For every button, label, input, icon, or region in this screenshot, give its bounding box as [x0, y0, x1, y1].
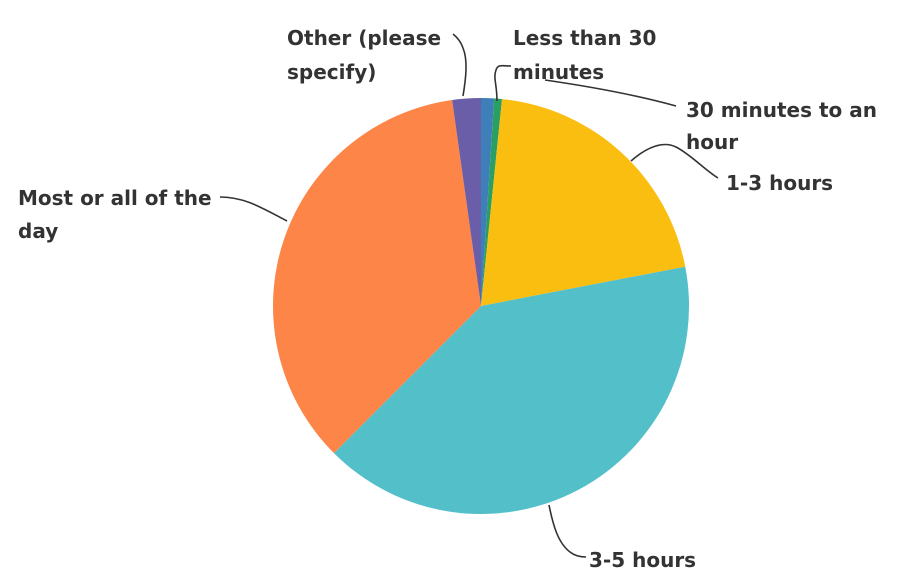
slice-label-most-or-all-of-the-day-line-2: day: [18, 219, 58, 243]
leader-line-less-than-30-minutes: [494, 64, 512, 102]
leader-line-3-5-hours: [548, 504, 587, 558]
leader-line-most-or-all-of-the-day: [219, 196, 288, 222]
slice-label-other-please-specify-line-2: specify): [287, 60, 376, 84]
slice-label-1-3-hours: 1-3 hours: [726, 171, 833, 195]
slice-label-30-minutes-to-an-hour-line-1: 30 minutes to an: [686, 98, 877, 122]
pie-slice-less-than-30-minutes: [481, 98, 495, 306]
leader-line-1-3-hours: [630, 143, 719, 179]
slice-label-less-than-30-minutes-line-1: Less than 30: [513, 26, 656, 50]
pie-slices: [273, 98, 690, 515]
slice-labels: Less than 30 minutes 30 minutes to an hour 1…: [18, 26, 877, 572]
slice-label-most-or-all-of-the-day-line-1: Most or all of the: [18, 186, 212, 210]
leader-line-other-please-specify: [452, 33, 467, 97]
leader-line-30-minutes-to-an-hour: [544, 79, 677, 107]
pie-slice-most-or-all-of-the-day: [273, 100, 481, 454]
slice-label-3-5-hours: 3-5 hours: [589, 548, 696, 572]
pie-slice-3-5-hours: [333, 266, 690, 515]
slice-label-30-minutes-to-an-hour-line-2: hour: [686, 130, 738, 154]
leader-lines: [219, 33, 719, 558]
slice-label-other-please-specify-line-1: Other (please: [287, 26, 441, 50]
pie-slice-30-minutes-to-an-hour: [481, 98, 503, 306]
pie-slice-1-3-hours: [481, 99, 686, 306]
slice-label-less-than-30-minutes-line-2: minutes: [513, 60, 604, 84]
pie-slice-other-please-specify: [452, 98, 481, 306]
